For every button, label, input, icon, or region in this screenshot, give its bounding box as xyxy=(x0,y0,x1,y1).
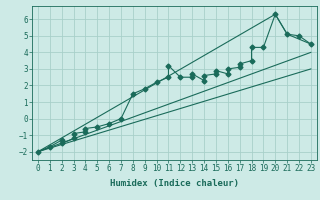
X-axis label: Humidex (Indice chaleur): Humidex (Indice chaleur) xyxy=(110,179,239,188)
